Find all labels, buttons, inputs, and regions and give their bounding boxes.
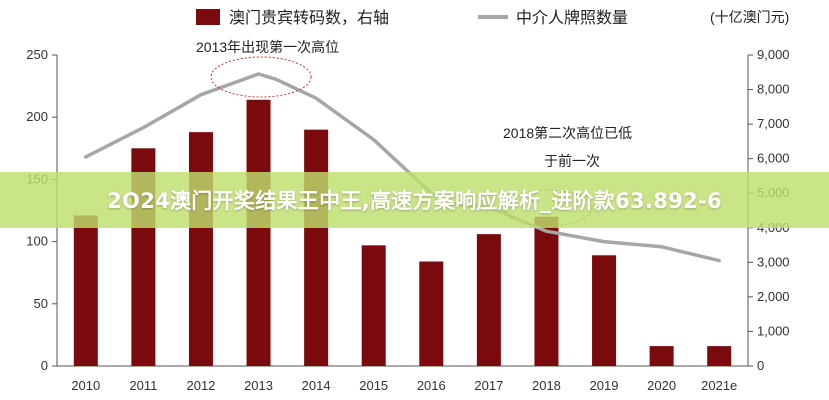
x-axis-ticks: 2010 2011 2012 2013 2014 2015 2016 2017 2018 2019… <box>71 378 737 393</box>
x-tick-label: 2018 <box>532 378 561 393</box>
bar-2014 <box>304 129 329 366</box>
peak-2018-text-line1: 2018第二次高位已低 <box>503 125 632 141</box>
bar-2021e <box>707 346 732 366</box>
right-tick-label: 3,000 <box>757 254 790 269</box>
right-tick-label: 7,000 <box>757 116 790 131</box>
x-tick-label: 2010 <box>71 378 100 393</box>
left-axis-ticks: 050100150200250 <box>26 47 57 373</box>
license-count-line <box>84 72 721 263</box>
bar-2010 <box>73 215 98 366</box>
bar-2012 <box>188 132 213 366</box>
x-tick-label: 2021e <box>701 378 737 393</box>
bar-2015 <box>361 245 386 366</box>
peak-2018-text-line2: 于前一次 <box>544 153 600 169</box>
left-tick-label: 200 <box>26 109 48 124</box>
bar-2017 <box>476 234 501 366</box>
x-tick-label: 2014 <box>302 378 331 393</box>
banner-title: 2O24澳门开奖结果王中王,高速方案响应解析_进阶款63.892-6 <box>107 189 722 213</box>
title-banner: 2O24澳门开奖结果王中王,高速方案响应解析_进阶款63.892-6 <box>0 172 829 228</box>
x-tick-label: 2013 <box>244 378 273 393</box>
x-tick-label: 2019 <box>590 378 619 393</box>
x-tick-label: 2012 <box>186 378 215 393</box>
legend-line-label: 中介人牌照数量 <box>516 9 628 27</box>
legend-bar-label: 澳门贵宾转码数，右轴 <box>229 9 389 27</box>
x-tick-label: 2020 <box>647 378 676 393</box>
right-tick-label: 8,000 <box>757 82 790 97</box>
unit-label: (十亿澳门元) <box>710 9 789 25</box>
right-tick-label: 6,000 <box>757 151 790 166</box>
bar-2013 <box>246 99 271 366</box>
bar-2016 <box>419 261 444 366</box>
left-tick-label: 50 <box>34 296 48 311</box>
bar-2018 <box>534 216 559 366</box>
bar-2020 <box>649 346 674 366</box>
x-tick-label: 2017 <box>474 378 503 393</box>
right-tick-label: 2,000 <box>757 289 790 304</box>
line-series <box>84 72 721 263</box>
bar-2019 <box>592 255 617 366</box>
left-tick-label: 250 <box>26 47 48 62</box>
x-tick-label: 2016 <box>417 378 446 393</box>
right-tick-label: 0 <box>757 358 764 373</box>
left-tick-label: 0 <box>41 358 48 373</box>
peak-2013-ellipse <box>210 56 312 98</box>
x-tick-label: 2011 <box>129 378 157 393</box>
bar-series <box>73 99 732 366</box>
peak-2013-text: 2013年出现第一次高位 <box>196 39 339 55</box>
legend-bar-swatch <box>196 9 220 25</box>
right-tick-label: 9,000 <box>757 47 790 62</box>
right-tick-label: 1,000 <box>757 323 790 338</box>
legend: 澳门贵宾转码数，右轴 中介人牌照数量 (十亿澳门元) <box>196 9 789 27</box>
left-tick-label: 100 <box>26 234 48 249</box>
annotations: 2013年出现第一次高位 2018第二次高位已低 于前一次 <box>196 39 632 227</box>
x-tick-label: 2015 <box>359 378 388 393</box>
